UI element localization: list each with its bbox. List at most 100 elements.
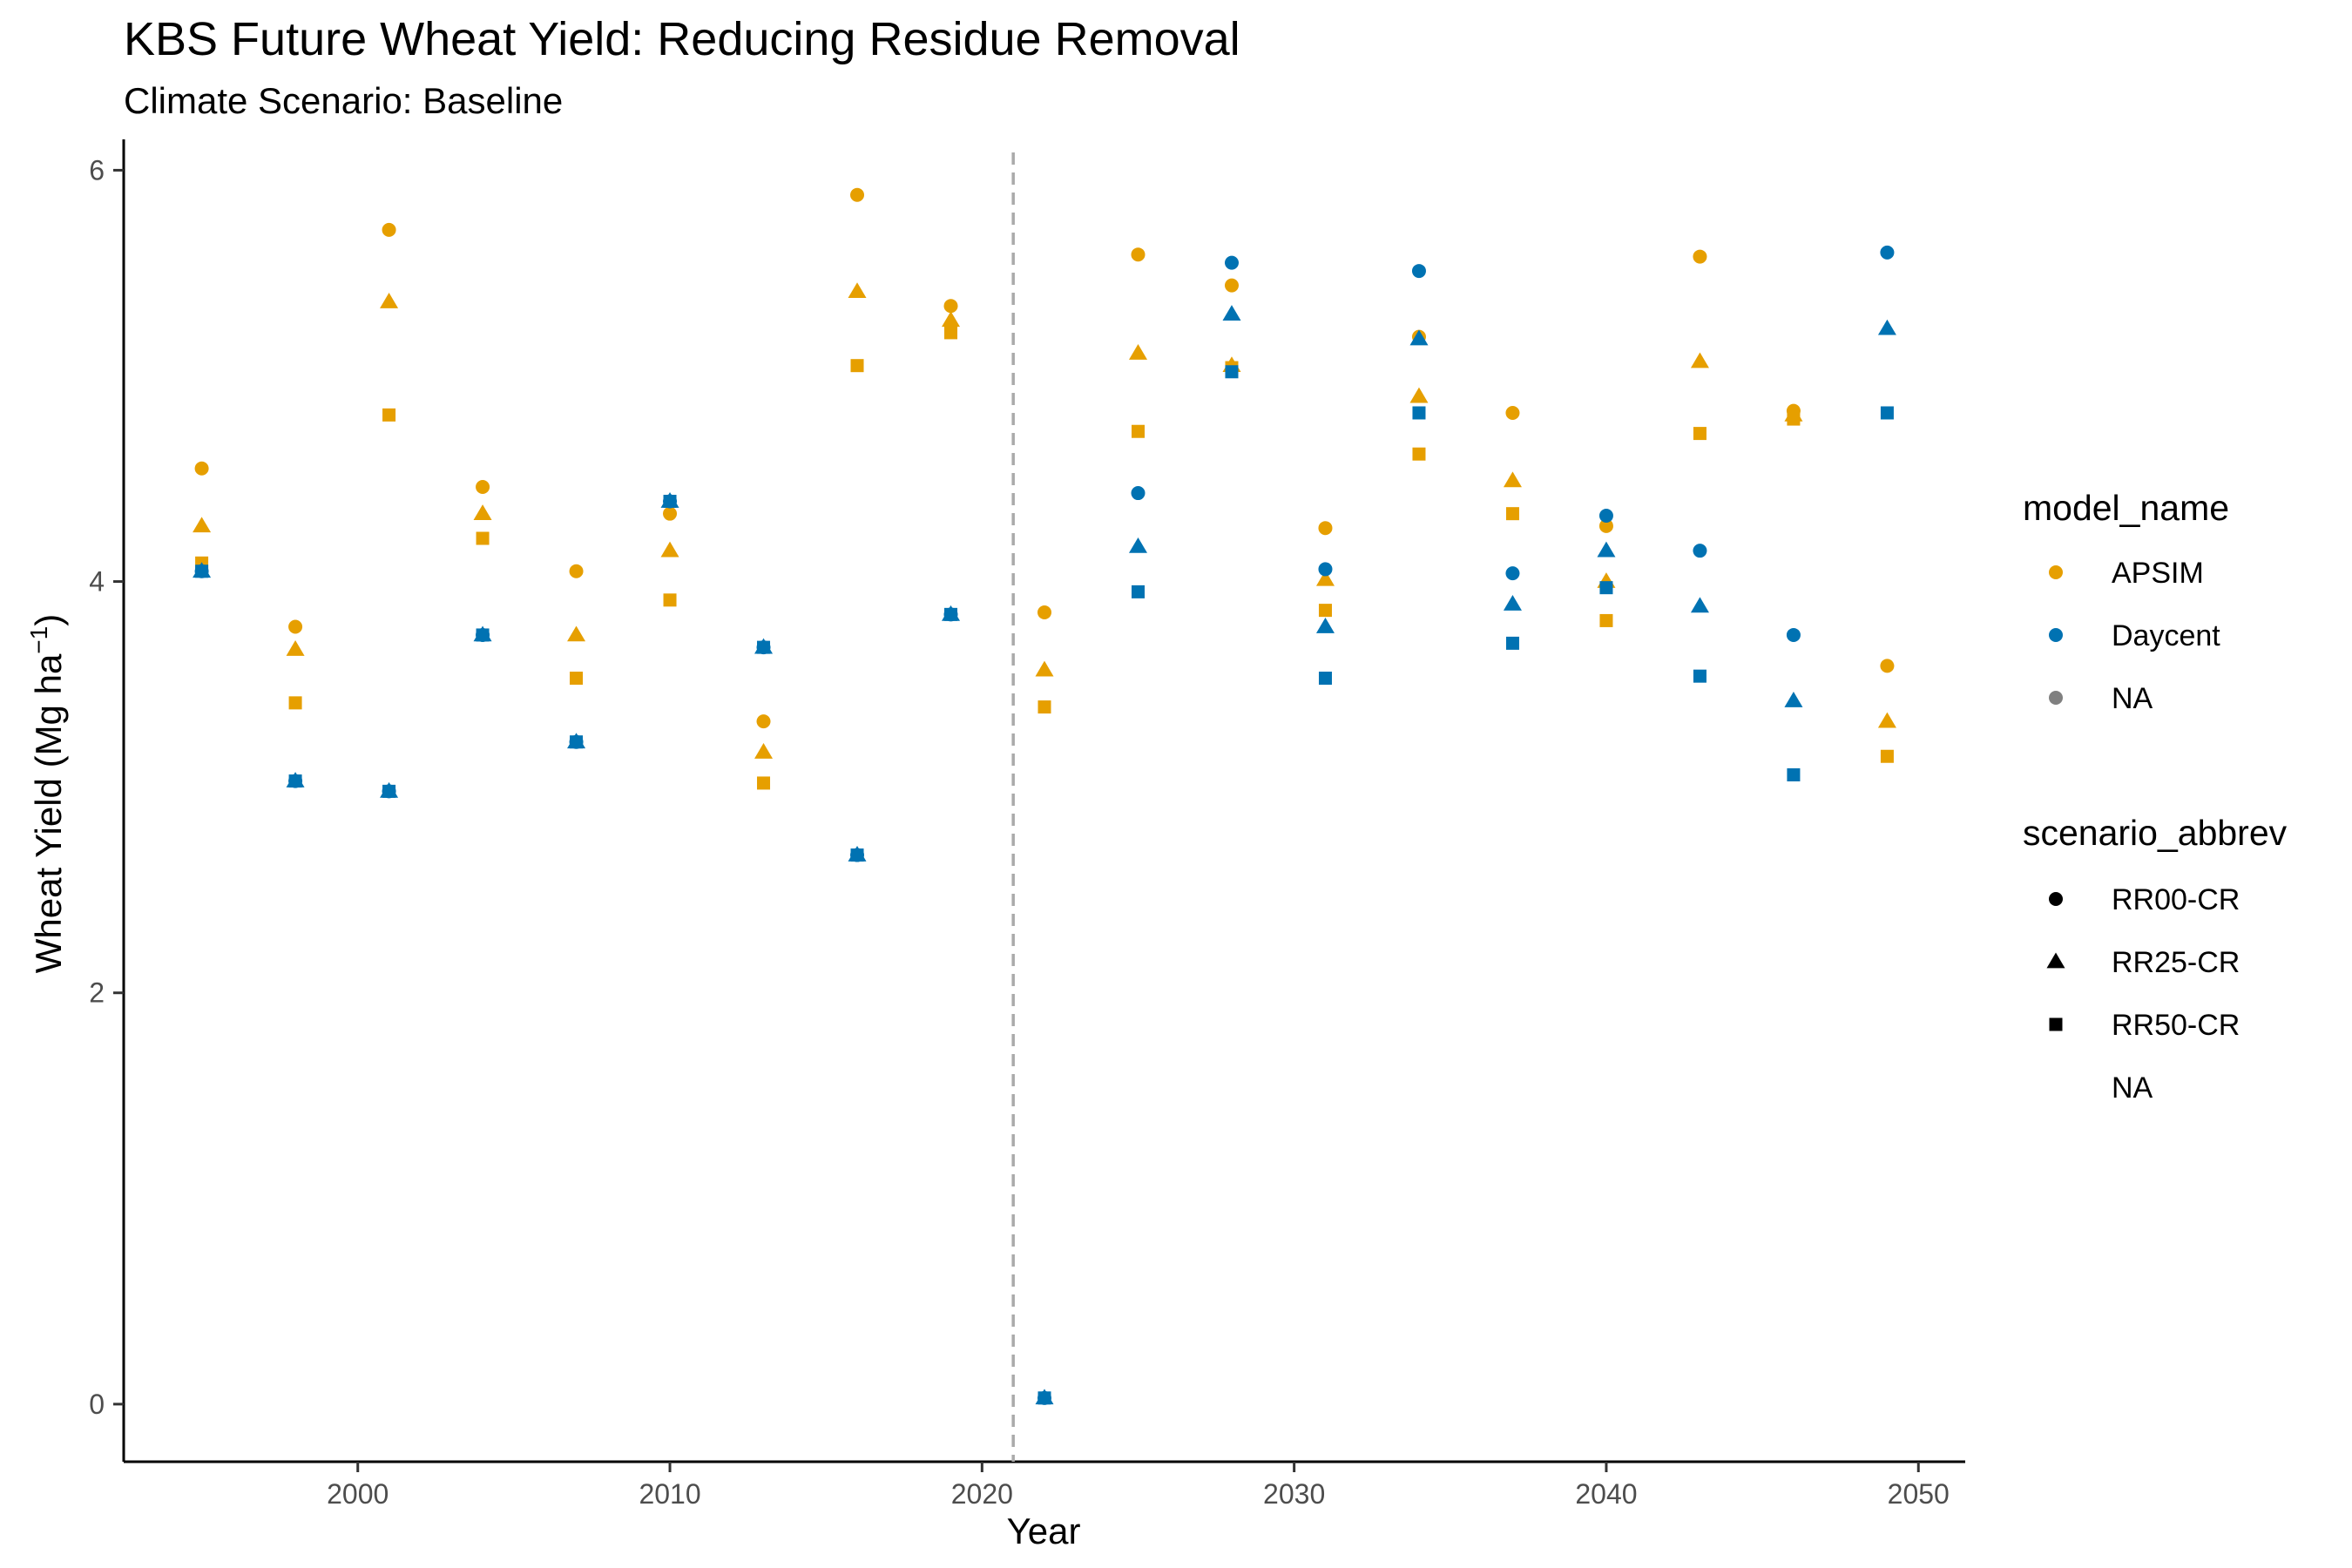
data-point-apsim-rr00-cr xyxy=(194,461,209,476)
data-point-daycent-rr00-cr xyxy=(1786,627,1801,642)
x-tick-label: 2020 xyxy=(951,1478,1013,1510)
data-point-apsim-rr25-cr xyxy=(1503,471,1522,488)
data-point-apsim-rr50-cr xyxy=(1412,447,1426,461)
data-point-apsim-rr00-cr xyxy=(1037,605,1051,619)
data-point-daycent-rr50-cr xyxy=(1787,767,1801,781)
axes: 2000 2010 2020 2030 2040 2050 0 2 4 6 xyxy=(89,139,1965,1510)
data-point-apsim-rr25-cr xyxy=(286,639,305,656)
data-point-apsim-rr50-cr xyxy=(1693,427,1707,441)
legend-title-color: model_name xyxy=(2023,488,2229,528)
data-point-daycent-rr25-cr xyxy=(1877,319,1896,335)
data-point-apsim-rr00-cr xyxy=(1505,405,1520,420)
data-point-daycent-rr25-cr xyxy=(1315,618,1335,633)
data-point-apsim-rr00-cr xyxy=(756,714,771,729)
data-point-apsim-rr50-cr xyxy=(757,776,771,790)
data-point-daycent-rr25-cr xyxy=(1503,595,1522,611)
legend-shape-key xyxy=(2046,952,2065,969)
legend-shape-label: RR25-CR xyxy=(2112,946,2240,979)
data-point-daycent-rr50-cr xyxy=(195,564,209,578)
data-point-apsim-rr50-cr xyxy=(288,696,302,710)
y-axis-title-main: Wheat Yield (Mg ha xyxy=(28,653,69,973)
data-point-daycent-rr50-cr xyxy=(570,735,584,749)
data-point-daycent-rr50-cr xyxy=(288,774,302,788)
x-axis-title: Year xyxy=(1007,1511,1081,1551)
legend: model_name scenario_abbrev APSIM Daycent N… xyxy=(2023,488,2288,1105)
legend-color-label: NA xyxy=(2112,682,2153,715)
data-point-apsim-rr25-cr xyxy=(380,293,399,308)
data-point-daycent-rr50-cr xyxy=(1693,669,1707,683)
data-point-apsim-rr00-cr xyxy=(1131,247,1146,262)
chart-subtitle: Climate Scenario: Baseline xyxy=(124,80,564,121)
data-point-daycent-rr50-cr xyxy=(1505,636,1519,650)
points xyxy=(193,187,1896,1405)
data-point-daycent-rr25-cr xyxy=(1222,305,1241,321)
y-tick-label: 0 xyxy=(89,1389,105,1420)
data-point-daycent-rr25-cr xyxy=(1597,541,1616,558)
data-point-apsim-rr50-cr xyxy=(1318,604,1332,618)
data-point-daycent-rr00-cr xyxy=(1693,544,1707,558)
x-tick-label: 2050 xyxy=(1888,1478,1950,1510)
legend-shape-label: NA xyxy=(2112,1071,2153,1105)
data-point-daycent-rr50-cr xyxy=(382,784,396,798)
data-point-daycent-rr50-cr xyxy=(1599,581,1613,595)
data-point-apsim-rr50-cr xyxy=(944,326,958,340)
x-tick-label: 2030 xyxy=(1263,1478,1325,1510)
data-point-daycent-rr25-cr xyxy=(1784,692,1803,707)
data-point-daycent-rr50-cr xyxy=(1037,1391,1051,1405)
data-point-apsim-rr50-cr xyxy=(1131,424,1145,438)
data-point-apsim-rr50-cr xyxy=(1787,412,1801,426)
data-point-daycent-rr50-cr xyxy=(1880,406,1894,420)
data-point-daycent-rr50-cr xyxy=(1225,365,1239,379)
x-tick-label: 2040 xyxy=(1575,1478,1637,1510)
data-point-daycent-rr00-cr xyxy=(1598,509,1613,524)
data-point-apsim-rr25-cr xyxy=(1315,570,1335,586)
data-point-apsim-rr25-cr xyxy=(942,311,961,328)
data-point-apsim-rr00-cr xyxy=(1224,278,1239,293)
x-tick-label: 2010 xyxy=(639,1478,700,1510)
data-point-apsim-rr50-cr xyxy=(1037,700,1051,714)
data-point-apsim-rr00-cr xyxy=(943,299,958,314)
data-point-daycent-rr25-cr xyxy=(1409,329,1429,346)
data-point-apsim-rr50-cr xyxy=(1505,507,1519,521)
y-tick-label: 4 xyxy=(89,566,105,598)
data-point-apsim-rr50-cr xyxy=(663,593,677,607)
data-point-apsim-rr50-cr xyxy=(1880,749,1894,763)
data-point-apsim-rr00-cr xyxy=(569,564,584,578)
data-point-apsim-rr50-cr xyxy=(570,672,584,686)
data-point-apsim-rr00-cr xyxy=(288,619,303,634)
data-point-daycent-rr50-cr xyxy=(1412,406,1426,420)
legend-shape-key xyxy=(2049,1017,2063,1031)
data-point-daycent-rr25-cr xyxy=(1128,537,1147,553)
chart-title: KBS Future Wheat Yield: Reducing Residue… xyxy=(124,13,1240,65)
data-point-apsim-rr50-cr xyxy=(850,359,864,373)
data-point-daycent-rr50-cr xyxy=(1131,585,1145,598)
legend-shape-label: RR50-CR xyxy=(2112,1009,2240,1042)
data-point-apsim-rr25-cr xyxy=(1877,712,1896,728)
data-point-daycent-rr00-cr xyxy=(1505,566,1520,581)
data-point-apsim-rr25-cr xyxy=(754,743,774,759)
legend-color-key xyxy=(2049,628,2063,642)
data-point-apsim-rr00-cr xyxy=(382,222,396,237)
legend-shape-key xyxy=(2049,892,2063,906)
data-point-daycent-rr50-cr xyxy=(850,848,864,862)
data-point-apsim-rr50-cr xyxy=(476,531,490,545)
y-tick-label: 6 xyxy=(89,154,105,186)
data-point-daycent-rr00-cr xyxy=(1411,264,1426,279)
y-axis-title-close: ) xyxy=(28,614,69,626)
data-point-apsim-rr50-cr xyxy=(1599,613,1613,627)
data-point-daycent-rr50-cr xyxy=(757,640,771,654)
data-point-apsim-rr25-cr xyxy=(193,517,212,533)
legend-shape-label: RR00-CR xyxy=(2112,883,2240,916)
legend-title-shape: scenario_abbrev xyxy=(2023,813,2288,853)
data-point-apsim-rr25-cr xyxy=(567,625,586,642)
data-point-daycent-rr25-cr xyxy=(1690,597,1709,613)
data-point-apsim-rr25-cr xyxy=(473,504,492,521)
data-point-apsim-rr25-cr xyxy=(848,282,867,299)
legend-color-label: Daycent xyxy=(2112,619,2220,652)
data-point-apsim-rr00-cr xyxy=(1880,659,1895,673)
legend-color-label: APSIM xyxy=(2112,557,2204,590)
data-point-apsim-rr00-cr xyxy=(663,506,678,521)
data-point-daycent-rr50-cr xyxy=(1318,672,1332,686)
data-point-daycent-rr50-cr xyxy=(944,607,958,621)
